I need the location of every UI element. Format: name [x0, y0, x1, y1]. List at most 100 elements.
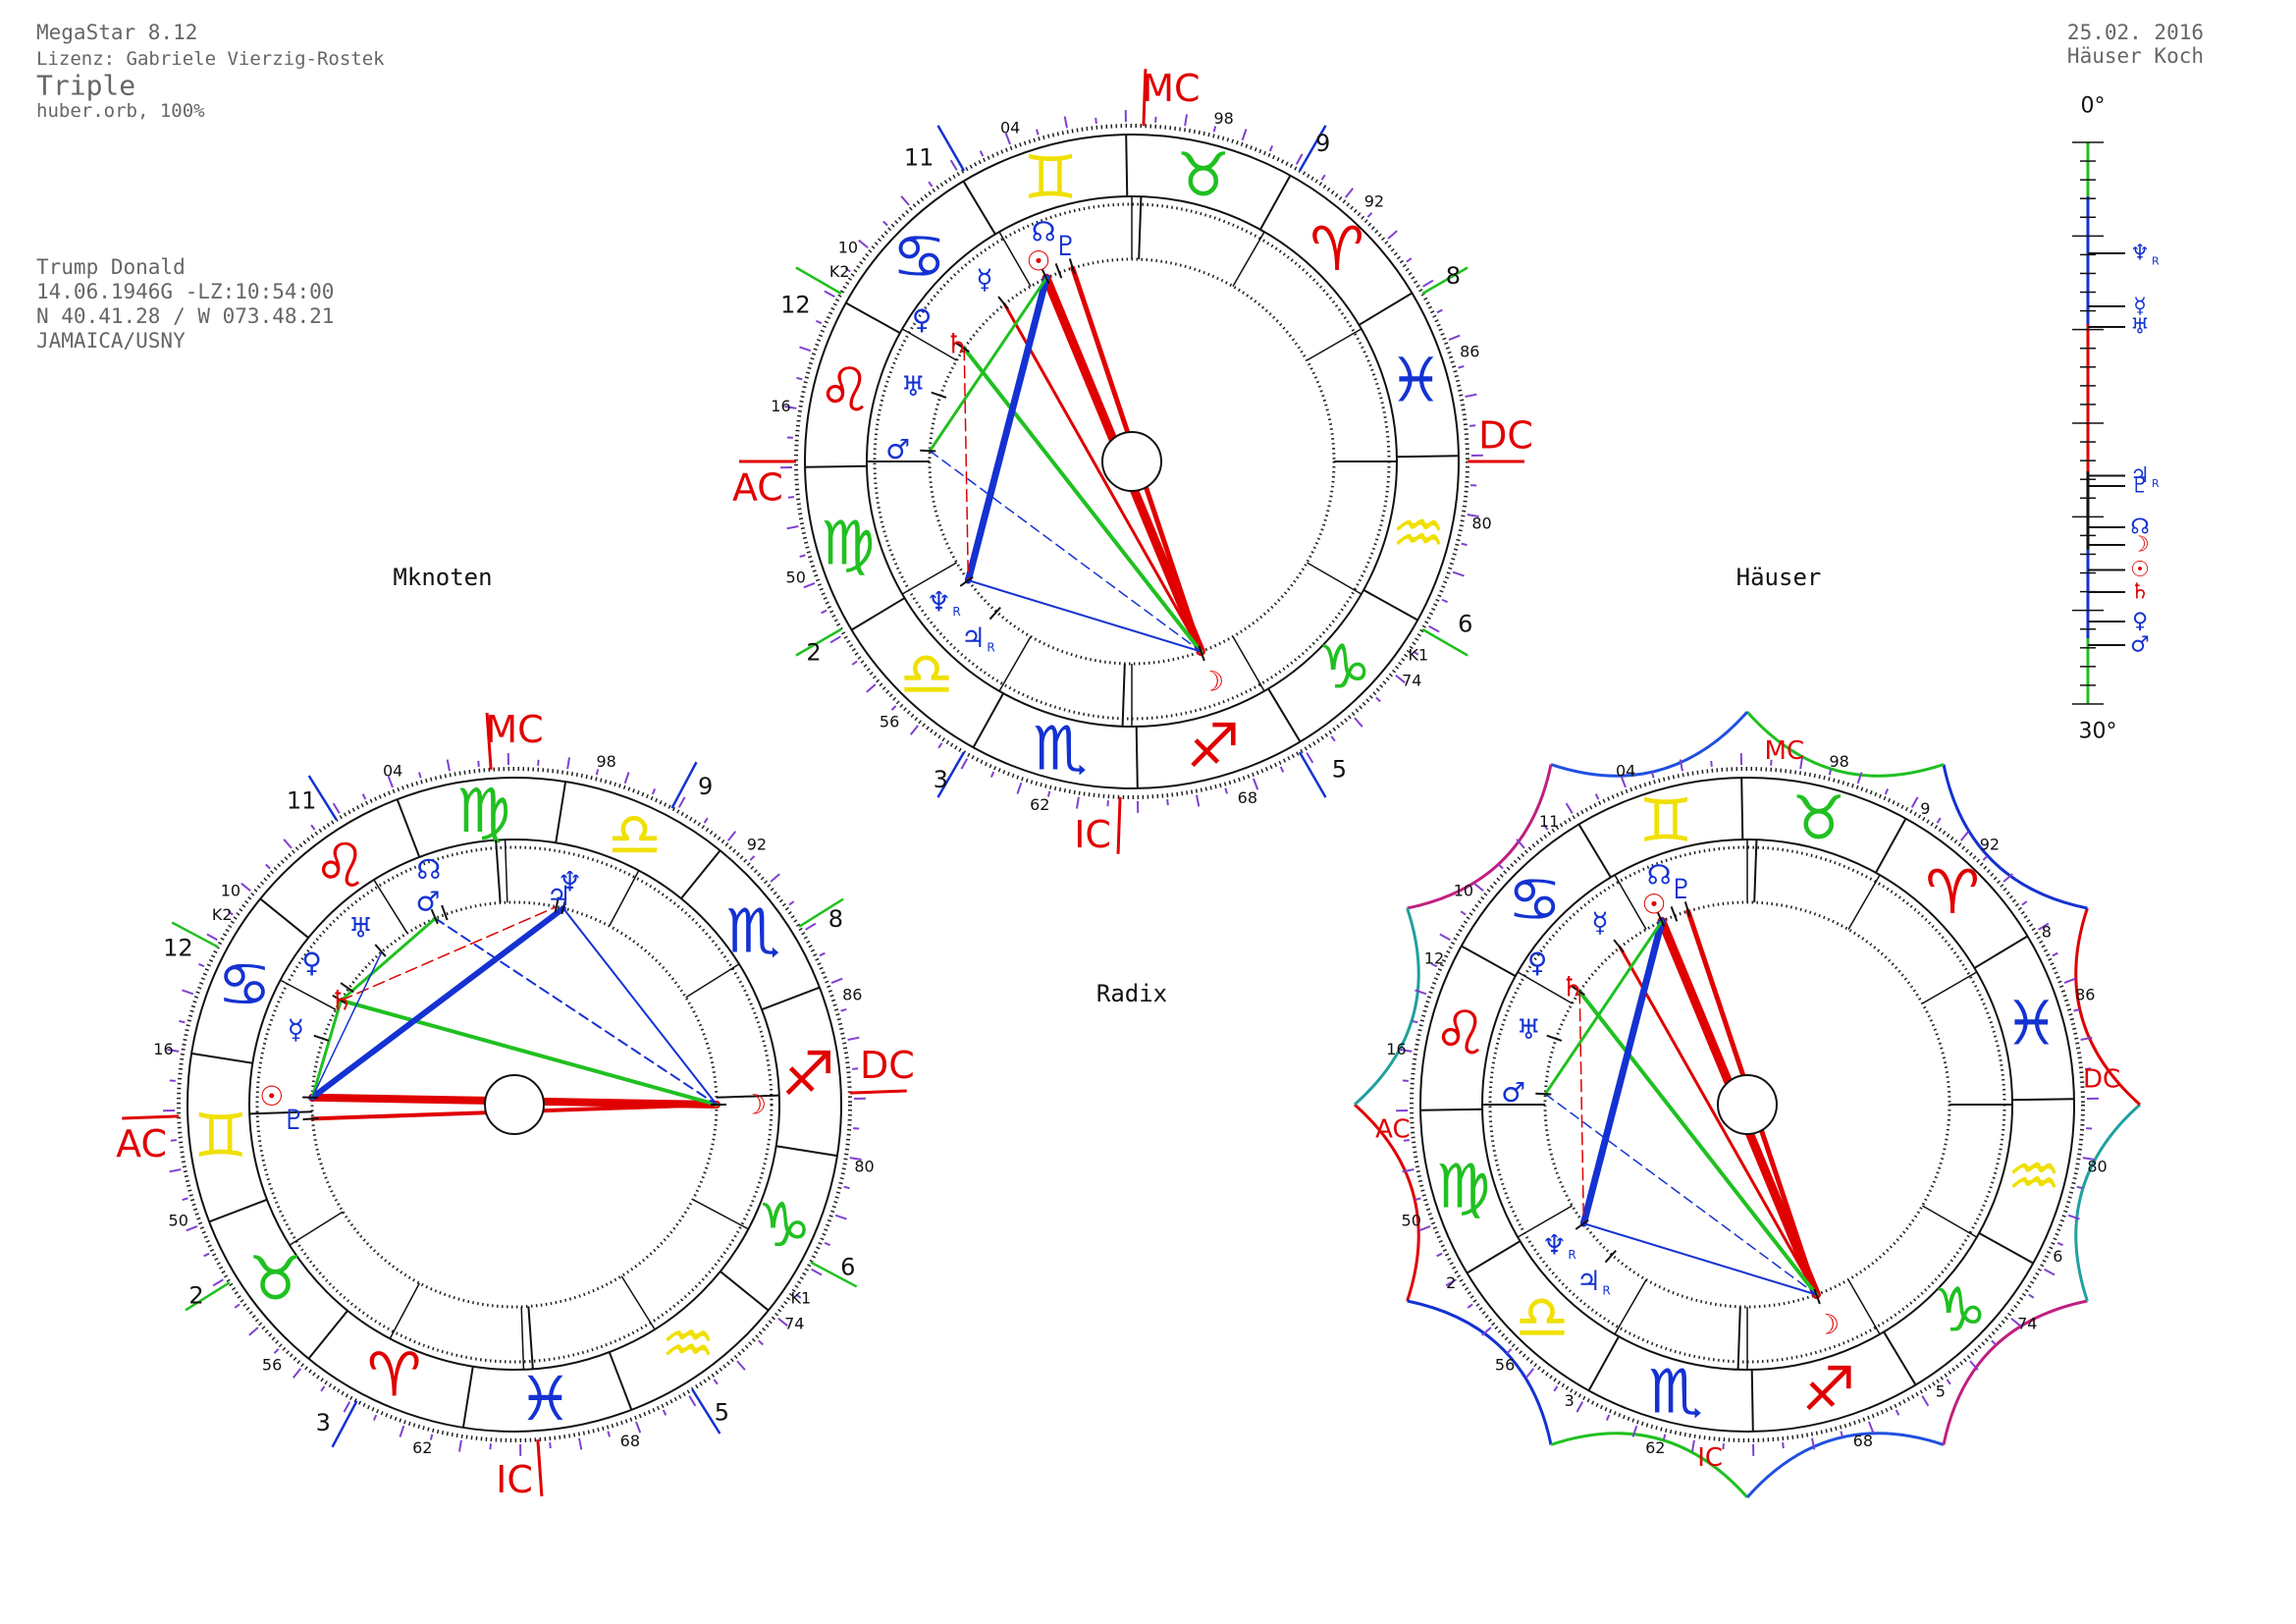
house-number: 6: [1458, 611, 1472, 638]
degree-tick: [1224, 787, 1228, 794]
sign-ring-outer: [1419, 777, 2075, 1433]
degree-tick: [1868, 1421, 1875, 1434]
house-number: 6: [2053, 1247, 2062, 1266]
degree-tick: [1458, 365, 1465, 369]
degree-tick: [1279, 766, 1285, 773]
degree-label: 56: [1495, 1355, 1515, 1374]
degree-tick: [1422, 279, 1434, 288]
sign-boundary: [1467, 1240, 1522, 1274]
degree-tick: [1884, 788, 1890, 795]
degree-tick: [234, 1303, 240, 1309]
degree-tick: [1840, 1431, 1843, 1437]
degree-tick: [1306, 752, 1314, 764]
degree-label: 10: [1454, 882, 1473, 900]
zodiac-sign: ♒: [661, 1308, 716, 1380]
outer-dotted-ring: [177, 767, 852, 1442]
degree-tick: [1469, 424, 1476, 427]
degree-tick: [1212, 126, 1217, 133]
planet-glyph: ♆: [927, 585, 951, 618]
degree-tick: [635, 1421, 642, 1434]
planet-glyph: ♇: [282, 1104, 306, 1136]
aspect-line: [963, 348, 970, 581]
degree-label: 04: [1616, 761, 1635, 780]
sign-boundary: [845, 301, 901, 334]
planet-glyph: ☊: [416, 853, 441, 886]
aspect-line: [1579, 917, 1666, 1227]
degree-label: 74: [784, 1314, 804, 1332]
sign-boundary: [972, 692, 1004, 748]
degree-tick: [1184, 114, 1188, 127]
house-cusp-outer: [171, 921, 219, 948]
aspect-line: [311, 950, 383, 1099]
degree-label: 10: [221, 882, 240, 900]
degree-label: 98: [597, 752, 616, 771]
degree-tick: [777, 1317, 788, 1327]
axis-line: [249, 1110, 313, 1115]
degree-tick: [182, 1197, 188, 1201]
ruler-planet: ♅: [2130, 315, 2150, 340]
degree-tick: [849, 1157, 862, 1161]
zodiac-sign: ♋: [1508, 863, 1563, 935]
planet-glyph: ☊: [1032, 216, 1056, 248]
house-cusp: [1847, 1279, 1881, 1335]
axis-label: AC: [732, 466, 783, 510]
degree-tick: [240, 882, 251, 893]
sign-boundary: [1461, 945, 1517, 977]
degree-tick: [1605, 1414, 1611, 1421]
planet-glyph: ☽: [1815, 1309, 1840, 1341]
degree-label: 98: [1830, 752, 1849, 771]
inner-dotted-ring: [255, 845, 774, 1364]
house-cusp: [389, 1282, 420, 1339]
degree-tick: [170, 1139, 177, 1142]
degree-tick: [1946, 1379, 1951, 1385]
house-cusp-outer: [1421, 266, 1468, 296]
center-circle: [1101, 431, 1162, 492]
axis-label: DC: [860, 1044, 915, 1087]
degree-tick: [1375, 696, 1381, 703]
aspect-line: [1618, 946, 1818, 1297]
degree-tick: [787, 496, 794, 499]
zodiac-sign: ♎: [608, 799, 663, 871]
degree-tick: [1004, 133, 1011, 145]
person-place: JAMAICA/USNY: [36, 329, 186, 352]
sign-boundary: [720, 1271, 770, 1312]
house-cusp: [1307, 562, 1362, 595]
sign-boundary: [1362, 589, 1418, 622]
aspect-line: [964, 274, 1050, 584]
degree-tick: [844, 267, 851, 273]
marker-label: K2: [212, 905, 233, 924]
degree-label: 74: [1402, 671, 1421, 689]
degree-tick: [1620, 776, 1627, 788]
planet-glyph: ☽: [1200, 666, 1224, 698]
zodiac-sign: ♎: [899, 638, 954, 710]
degree-tick: [799, 554, 806, 558]
ruler-planet: ♂: [2130, 633, 2150, 658]
house-star-edge: [1745, 1432, 1945, 1498]
degree-tick: [1679, 759, 1683, 772]
house-cusp: [289, 1211, 344, 1246]
degree-tick: [1354, 717, 1363, 728]
sign-boundary: [1978, 1232, 2034, 1265]
degree-tick: [1445, 1278, 1457, 1287]
house-cusp-outer: [670, 761, 698, 809]
degree-tick: [169, 1168, 182, 1173]
degree-label: 04: [1000, 118, 1020, 136]
degree-tick: [1095, 117, 1097, 124]
degree-tick: [1575, 1401, 1584, 1413]
house-cusp-outer: [1298, 125, 1327, 172]
degree-tick: [1196, 794, 1201, 807]
degree-tick: [1448, 334, 1461, 341]
aspect-line: [1578, 991, 1585, 1224]
degree-tick: [1516, 839, 1525, 849]
degree-tick: [2063, 977, 2076, 984]
planet-glyph: ♃: [961, 622, 986, 654]
degree-tick: [566, 757, 570, 770]
planet-pointer: [1198, 645, 1205, 662]
degree-tick: [1921, 1395, 1930, 1407]
axis-label: DC: [1478, 413, 1533, 457]
house-cusp: [504, 839, 508, 903]
license: Lizenz: Gabriele Vierzig-Rostek: [36, 48, 385, 70]
planet-glyph: ♇: [1669, 873, 1693, 905]
degree-tick: [2028, 1293, 2035, 1299]
